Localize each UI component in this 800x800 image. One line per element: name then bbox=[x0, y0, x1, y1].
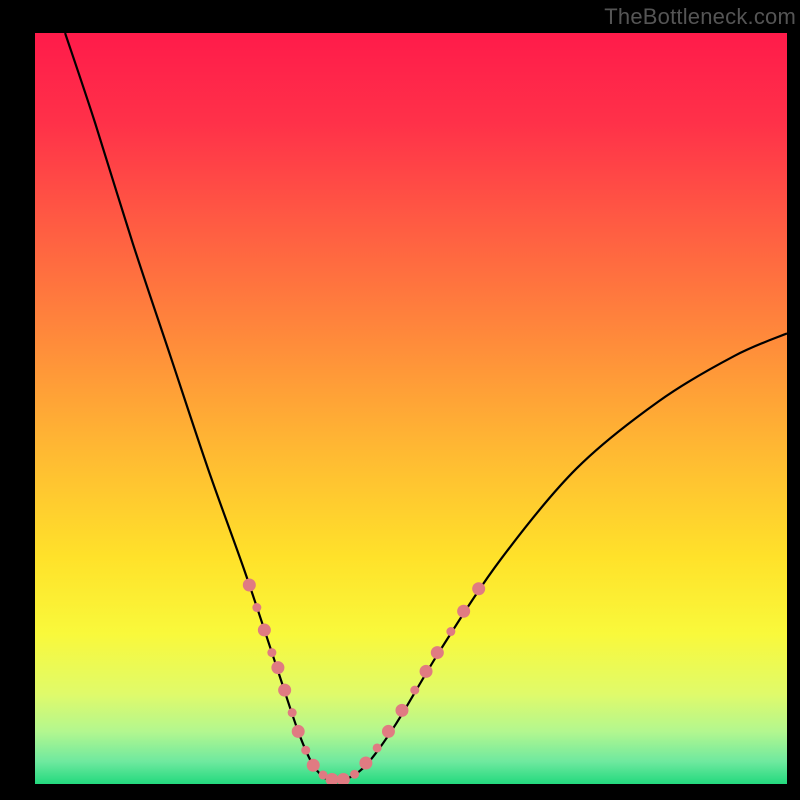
data-marker bbox=[278, 684, 291, 697]
data-marker bbox=[359, 756, 372, 769]
data-marker bbox=[301, 746, 310, 755]
chart-container: TheBottleneck.com bbox=[0, 0, 800, 800]
data-marker bbox=[307, 759, 320, 772]
data-marker bbox=[292, 725, 305, 738]
data-marker bbox=[258, 624, 271, 637]
watermark-text: TheBottleneck.com bbox=[604, 4, 796, 30]
data-marker bbox=[457, 605, 470, 618]
data-marker bbox=[382, 725, 395, 738]
data-marker bbox=[446, 627, 455, 636]
data-marker bbox=[350, 770, 359, 779]
data-marker bbox=[288, 708, 297, 717]
gradient-bg bbox=[35, 33, 787, 784]
data-marker bbox=[410, 686, 419, 695]
data-marker bbox=[472, 582, 485, 595]
data-marker bbox=[252, 603, 261, 612]
data-marker bbox=[271, 661, 284, 674]
data-marker bbox=[420, 665, 433, 678]
data-marker bbox=[243, 578, 256, 591]
data-marker bbox=[395, 704, 408, 717]
data-marker bbox=[267, 648, 276, 657]
plot-area bbox=[35, 33, 787, 784]
data-marker bbox=[431, 646, 444, 659]
data-marker bbox=[373, 743, 382, 752]
